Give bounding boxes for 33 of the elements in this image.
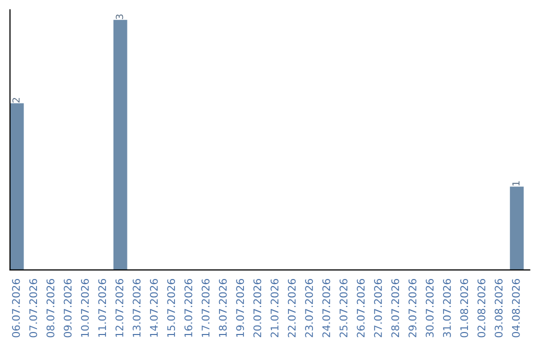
x-tick-label: 07.07.2026: [29, 278, 38, 338]
x-tick-label: 29.07.2026: [408, 278, 416, 338]
x-tick-label: 27.07.2026: [374, 278, 382, 338]
x-tick-label: 15.07.2026: [167, 278, 176, 337]
x-tick-label: 21.07.2026: [270, 278, 278, 338]
x-tick-label: 06.07.2026: [12, 278, 20, 338]
x-tick-label: 24.07.2026: [322, 278, 330, 338]
data-label: 2: [12, 98, 20, 103]
x-tick-label: 13.07.2026: [132, 278, 141, 337]
x-tick-label: 30.07.2026: [426, 278, 434, 338]
data-label: 3: [116, 14, 124, 20]
x-tick-label: 31.07.2026: [443, 278, 451, 338]
x-tick-label: 02.08.2026: [477, 278, 486, 338]
x-tick-label: 11.07.2026: [98, 278, 106, 337]
x-tick-label: 28.07.2026: [391, 278, 400, 338]
x-tick-label: 03.08.2026: [494, 278, 503, 338]
x-tick-label: 14.07.2026: [150, 278, 158, 337]
x-tick-label: 20.07.2026: [253, 278, 262, 338]
x-tick-label: 04.08.2026: [512, 278, 520, 338]
x-tick-label: 09.07.2026: [64, 278, 72, 338]
x-tick-label: 17.07.2026: [202, 278, 210, 337]
data-label: 1: [512, 181, 520, 186]
x-tick-label: 01.08.2026: [460, 278, 468, 338]
x-tick-label: 12.07.2026: [115, 278, 124, 337]
x-tick-label: 16.07.2026: [184, 278, 192, 337]
x-tick-label: 18.07.2026: [218, 278, 227, 337]
x-tick-label: 26.07.2026: [356, 278, 365, 338]
x-tick-label: 25.07.2026: [340, 278, 348, 338]
x-tick-label: 19.07.2026: [236, 278, 244, 337]
x-tick-label: 10.07.2026: [80, 278, 89, 337]
x-tick-label: 22.07.2026: [288, 278, 296, 338]
x-tick-label: 08.07.2026: [46, 278, 54, 338]
x-tick-label: 23.07.2026: [305, 278, 313, 338]
